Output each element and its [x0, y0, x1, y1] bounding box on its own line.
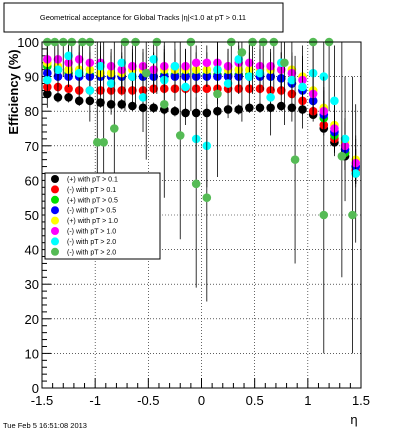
- data-point: [191, 58, 201, 68]
- data-point: [340, 134, 350, 144]
- x-axis-label: η: [350, 412, 357, 427]
- data-point: [298, 82, 307, 92]
- x-tick-label-1: 1: [304, 393, 311, 408]
- data-point: [287, 75, 297, 85]
- data-point: [43, 75, 52, 85]
- x-tick-label--1.5: -1.5: [31, 393, 53, 408]
- data-point: [319, 72, 329, 81]
- x-tick-label-0: 0: [198, 393, 205, 408]
- legend-marker-2: [51, 195, 59, 204]
- data-point: [64, 51, 73, 61]
- legend-marker-7: [51, 247, 59, 256]
- legend-label-0: (+) with pT > 0.1: [67, 177, 118, 184]
- data-point: [280, 58, 289, 68]
- y-tick-label-100: 100: [17, 35, 39, 50]
- x-tick-label--0.5: -0.5: [137, 393, 159, 408]
- title-box: Geometrical acceptance for Global Tracks…: [3, 2, 284, 33]
- data-point: [234, 105, 244, 114]
- legend: (+) with pT > 0.1 (-) with pT > 0.1 (+) wi…: [44, 172, 161, 260]
- legend-marker-4: [51, 216, 59, 225]
- data-point: [92, 138, 102, 147]
- legend-marker-6: [51, 237, 59, 246]
- data-point: [110, 124, 119, 133]
- data-point: [348, 210, 357, 220]
- data-point: [276, 101, 286, 111]
- data-point: [330, 96, 339, 106]
- data-point: [237, 48, 247, 57]
- data-point: [141, 68, 151, 78]
- legend-label-2: (+) with pT > 0.5: [67, 197, 118, 204]
- y-tick-label-30: 30: [25, 277, 39, 292]
- legend-marker-0: [51, 175, 59, 183]
- y-tick-label-20: 20: [25, 312, 39, 327]
- data-point: [64, 93, 73, 102]
- data-point: [181, 82, 190, 92]
- legend-label-5: (-) with pT > 1.0: [67, 229, 116, 236]
- y-tick-label-90: 90: [25, 70, 39, 85]
- y-tick-label-50: 50: [25, 208, 39, 223]
- data-point: [290, 155, 300, 164]
- legend-label-6: (-) with pT > 2.0: [67, 239, 116, 246]
- data-point: [351, 169, 360, 178]
- data-point: [138, 93, 148, 102]
- data-point: [170, 106, 180, 116]
- legend-marker-1: [51, 185, 59, 194]
- data-point: [106, 79, 116, 88]
- data-point: [128, 72, 137, 81]
- y-tick-label-80: 80: [25, 104, 39, 119]
- y-tick-label-10: 10: [25, 346, 39, 361]
- data-point: [175, 131, 185, 140]
- data-point: [234, 55, 244, 64]
- legend-marker-3: [51, 206, 59, 215]
- data-point: [319, 210, 329, 220]
- axis-ticks: 0 10 20 30 40 50 60 70 80 90 100 -1.5 -1 -0.5 0 0.5 1 1.5: [17, 35, 370, 408]
- data-point: [117, 58, 127, 68]
- data-point: [99, 138, 108, 147]
- data-point: [170, 61, 180, 71]
- data-point: [149, 103, 158, 113]
- data-point: [149, 55, 158, 64]
- data-point: [213, 89, 222, 99]
- y-tick-label-60: 60: [25, 173, 39, 188]
- legend-label-7: (-) with pT > 2.0: [67, 249, 116, 256]
- series-layer: [43, 37, 360, 354]
- data-point: [337, 151, 347, 161]
- grid-lines: [42, 42, 361, 388]
- data-point: [117, 99, 127, 109]
- legend-label-3: (-) with pT > 0.5: [67, 208, 116, 215]
- timestamp: Tue Feb 5 16:51:08 2013: [3, 421, 87, 430]
- y-tick-label-0: 0: [32, 381, 39, 396]
- y-axis-label: Efficiency (%): [6, 49, 21, 134]
- data-point: [96, 61, 105, 71]
- data-point: [85, 86, 95, 95]
- chart-title: Geometrical acceptance for Global Tracks…: [40, 13, 246, 22]
- data-point: [245, 72, 254, 81]
- x-tick-label--1: -1: [89, 393, 101, 408]
- data-point: [96, 98, 105, 107]
- data-point: [53, 65, 63, 74]
- data-point: [255, 68, 265, 78]
- data-point: [202, 84, 212, 94]
- y-tick-label-40: 40: [25, 243, 39, 258]
- legend-label-4: (+) with pT > 1.0: [67, 218, 118, 225]
- x-tick-label-0.5: 0.5: [246, 393, 264, 408]
- data-point: [202, 58, 212, 68]
- data-point: [159, 99, 169, 109]
- legend-marker-5: [51, 227, 59, 235]
- y-tick-label-70: 70: [25, 139, 39, 154]
- legend-label-1: (-) with pT > 0.1: [67, 187, 116, 194]
- data-point: [191, 179, 201, 189]
- data-point: [64, 84, 73, 94]
- data-point: [202, 193, 212, 202]
- data-point: [223, 79, 233, 88]
- data-point: [74, 68, 84, 78]
- plot-border: [41, 41, 362, 389]
- data-point: [266, 93, 275, 102]
- x-tick-label-1.5: 1.5: [352, 393, 370, 408]
